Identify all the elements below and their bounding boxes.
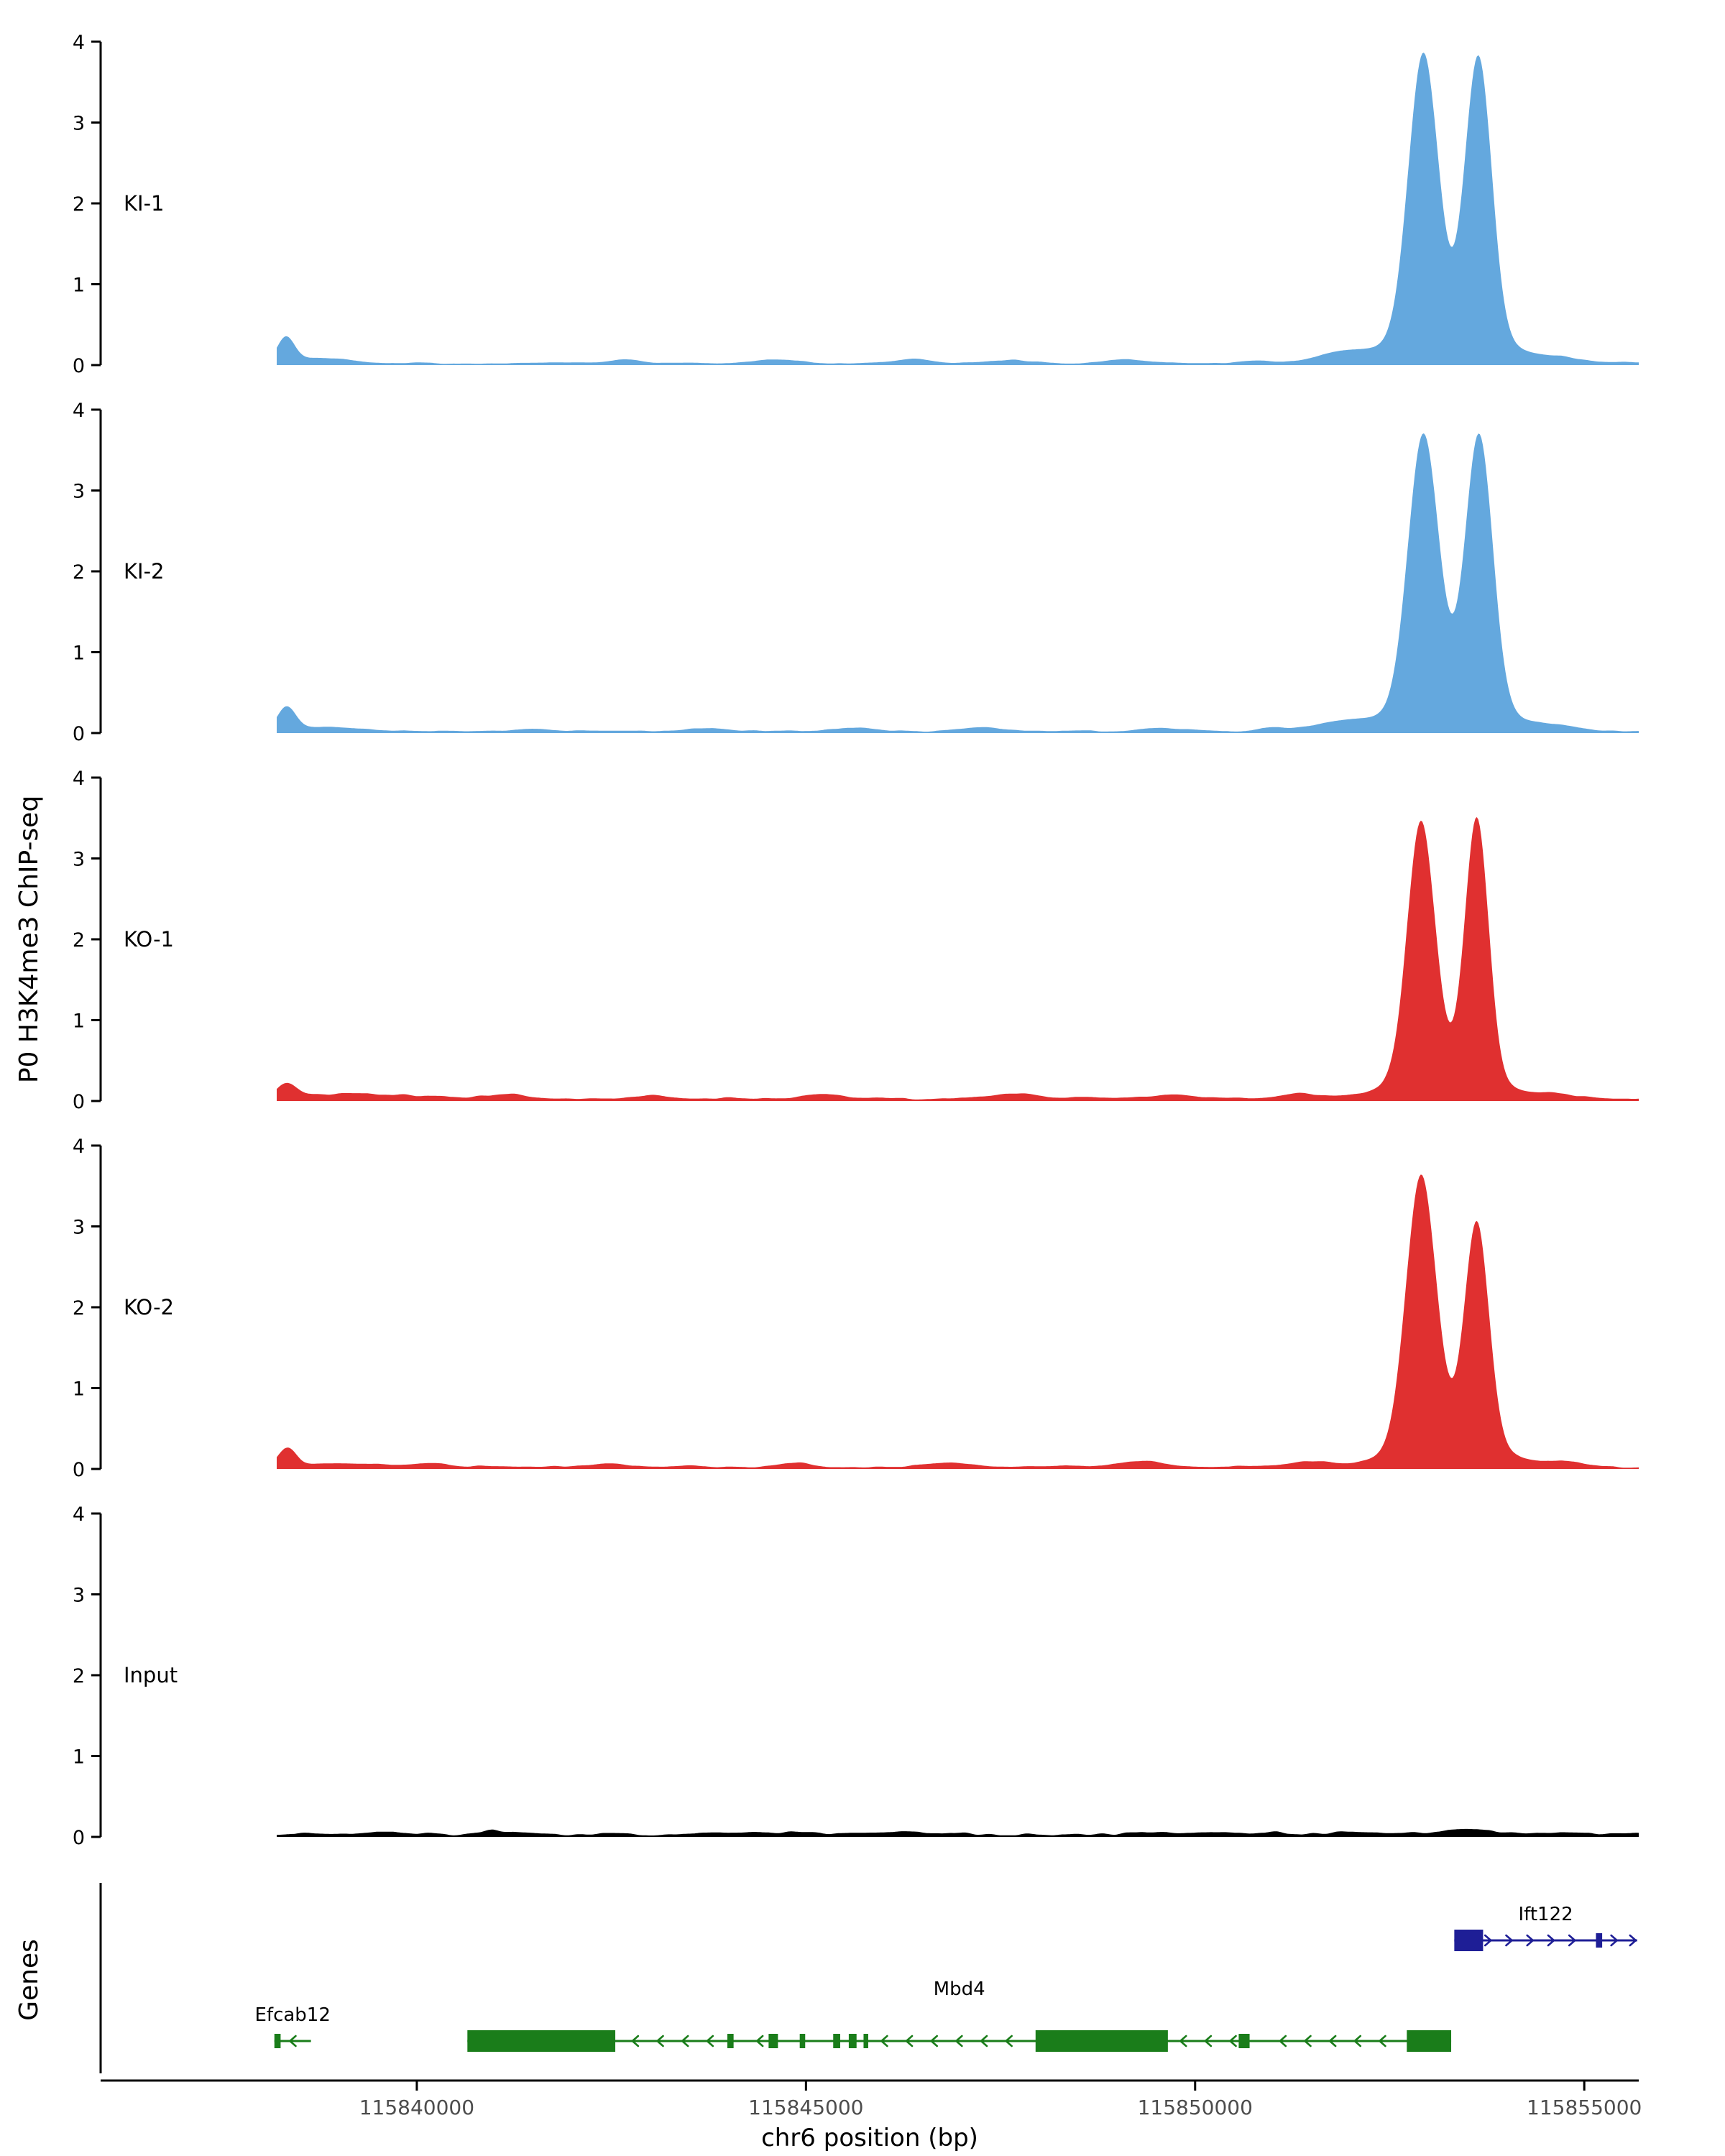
y-tick-label: 4 — [73, 32, 85, 54]
gene-exon — [833, 2034, 840, 2048]
track-label-Input: Input — [124, 1663, 178, 1687]
strand-arrow — [681, 2035, 689, 2047]
strand-arrow — [1229, 2035, 1237, 2047]
gene-label-Ift122: Ift122 — [1519, 1904, 1573, 1925]
y-tick-label: 2 — [73, 929, 85, 952]
y-axis-title: P0 H3K4me3 ChIP-seq — [14, 796, 44, 1083]
strand-arrow — [1568, 1934, 1576, 1947]
y-tick-label: 3 — [73, 481, 85, 503]
y-tick-label: 0 — [73, 355, 85, 377]
gene-exon — [1596, 1933, 1603, 1948]
track-label-KI-2: KI-2 — [124, 559, 165, 584]
gene-exon — [799, 2034, 806, 2048]
y-tick-label: 2 — [73, 193, 85, 216]
strand-arrow — [880, 2035, 888, 2047]
signal-area-KI-1 — [277, 52, 1639, 365]
gene-model-Efcab12: Efcab12 — [254, 2004, 331, 2048]
y-tick-label: 4 — [73, 768, 85, 790]
strand-arrow — [1328, 2035, 1337, 2047]
y-tick-label: 1 — [73, 275, 85, 297]
gene-model-Mbd4: Mbd4 — [467, 1978, 1452, 2052]
y-tick-label: 0 — [73, 723, 85, 745]
gene-exon — [863, 2034, 868, 2048]
track-KI-2: 0 1 2 3 4 KI-2 — [73, 400, 1639, 745]
x-tick-label: 115840000 — [359, 2096, 474, 2119]
y-tick-label: 3 — [73, 113, 85, 135]
strand-arrow — [1179, 2035, 1187, 2047]
gene-exon — [768, 2034, 778, 2048]
strand-arrow — [1484, 1934, 1492, 1947]
y-tick-label: 4 — [73, 1135, 85, 1158]
y-tick-label: 1 — [73, 1746, 85, 1769]
strand-arrow — [980, 2035, 988, 2047]
strand-arrow — [1629, 1934, 1637, 1947]
strand-arrow — [656, 2035, 664, 2047]
y-tick-label: 2 — [73, 1665, 85, 1687]
strand-arrow — [706, 2035, 714, 2047]
signal-area-KO-2 — [277, 1174, 1639, 1469]
strand-arrow — [1610, 1934, 1618, 1947]
gene-exon — [1407, 2030, 1452, 2052]
x-axis-layer: 115840000 115845000 115850000 115855000 — [101, 2079, 1642, 2119]
strand-arrow — [289, 2035, 297, 2047]
signal-area-KO-1 — [277, 816, 1639, 1101]
strand-arrow — [631, 2035, 640, 2047]
signal-area-Input — [277, 1828, 1639, 1837]
strand-arrow — [1304, 2035, 1312, 2047]
strand-arrow — [1204, 2035, 1213, 2047]
track-KO-2: 0 1 2 3 4 KO-2 — [73, 1135, 1639, 1481]
strand-arrow — [905, 2035, 914, 2047]
gene-model-Ift122: Ift122 — [1454, 1904, 1637, 1951]
y-tick-label: 4 — [73, 400, 85, 422]
strand-arrow — [1279, 2035, 1287, 2047]
y-tick-label: 3 — [73, 1217, 85, 1239]
genes-panel-title: Genes — [14, 1939, 44, 2021]
signal-area-KI-2 — [277, 433, 1639, 733]
y-tick-label: 0 — [73, 1091, 85, 1113]
y-tick-label: 1 — [73, 1378, 85, 1401]
y-tick-label: 4 — [73, 1503, 85, 1526]
y-tick-label: 3 — [73, 849, 85, 871]
x-tick-label: 115850000 — [1138, 2096, 1253, 2119]
y-tick-label: 0 — [73, 1459, 85, 1481]
gene-exon — [848, 2034, 857, 2048]
x-tick-label: 115845000 — [748, 2096, 863, 2119]
y-tick-label: 3 — [73, 1585, 85, 1607]
gene-label-Efcab12: Efcab12 — [254, 2004, 330, 2026]
strand-arrow — [755, 2035, 764, 2047]
strand-arrow — [1379, 2035, 1386, 2047]
gene-exon — [1238, 2034, 1250, 2048]
track-label-KI-1: KI-1 — [124, 191, 165, 216]
gene-exon — [274, 2034, 281, 2048]
y-tick-label: 1 — [73, 642, 85, 665]
y-tick-label: 2 — [73, 1297, 85, 1319]
strand-arrow — [1353, 2035, 1362, 2047]
x-axis-title: chr6 position (bp) — [761, 2124, 978, 2152]
genes-layer: Efcab12 Mbd4 Ift122 — [99, 1883, 1637, 2073]
y-tick-label: 1 — [73, 1010, 85, 1033]
gene-exon — [467, 2030, 616, 2052]
strand-arrow — [930, 2035, 938, 2047]
gene-exon — [1454, 1930, 1484, 1951]
gene-exon — [1035, 2030, 1168, 2052]
y-tick-label: 0 — [73, 1827, 85, 1849]
strand-arrow — [1547, 1934, 1555, 1947]
track-label-KO-2: KO-2 — [124, 1295, 174, 1319]
x-tick-label: 115855000 — [1527, 2096, 1642, 2119]
track-label-KO-1: KO-1 — [124, 927, 174, 952]
track-KI-1: 0 1 2 3 4 KI-1 — [73, 32, 1639, 377]
gene-exon — [727, 2034, 734, 2048]
track-Input: 0 1 2 3 4 Input — [73, 1503, 1639, 1849]
track-KO-1: 0 1 2 3 4 KO-1 — [73, 768, 1639, 1113]
gene-label-Mbd4: Mbd4 — [934, 1978, 985, 2000]
strand-arrow — [955, 2035, 963, 2047]
signal-tracks-layer: 0 1 2 3 4 KI-1 0 1 2 3 4 KI-2 0 1 2 3 4 KO-1 0 1 2 3 4 KO-2 0 1 2 3… — [73, 32, 1639, 1849]
strand-arrow — [1526, 1934, 1535, 1947]
y-tick-label: 2 — [73, 561, 85, 584]
strand-arrow — [1005, 2035, 1013, 2047]
strand-arrow — [1505, 1934, 1513, 1947]
